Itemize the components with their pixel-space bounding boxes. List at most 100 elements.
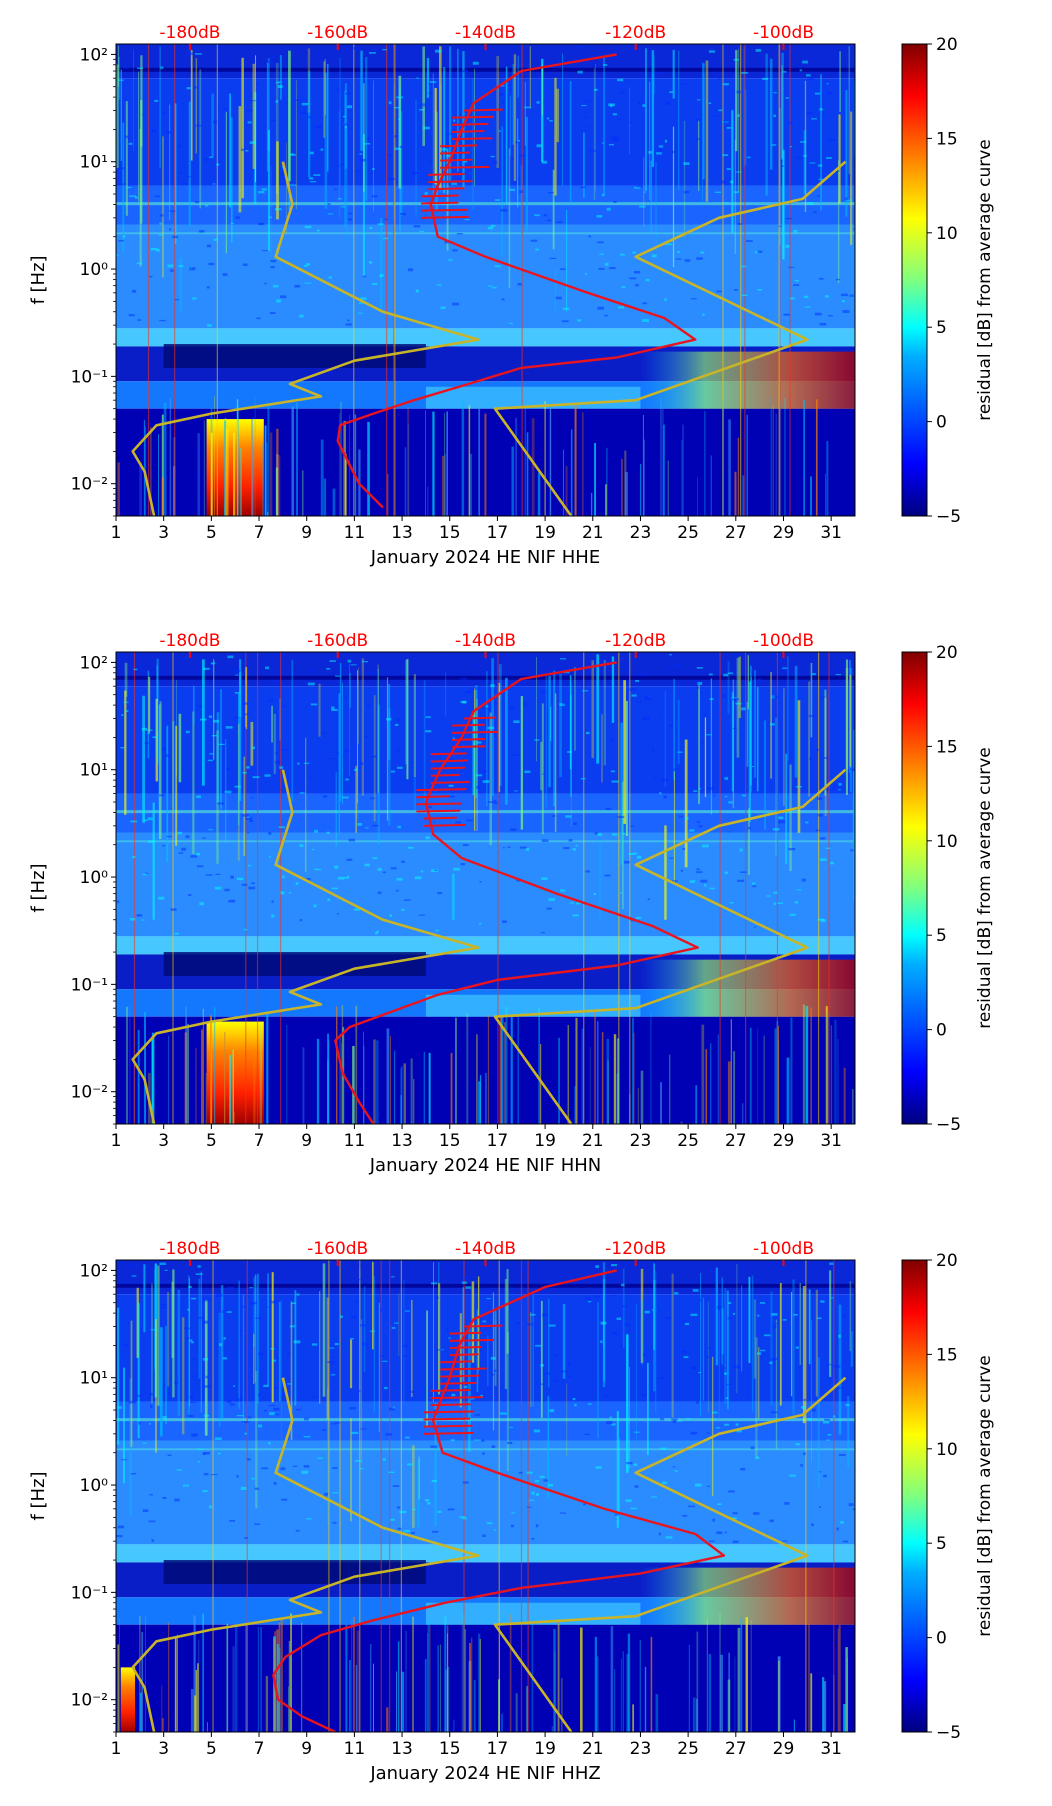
spectral-streak bbox=[156, 658, 159, 764]
noise-speckle bbox=[214, 1437, 222, 1441]
spectral-streak bbox=[700, 1273, 701, 1417]
noise-speckle bbox=[359, 297, 367, 300]
noise-speckle bbox=[215, 873, 221, 876]
noise-speckle bbox=[176, 1469, 183, 1471]
noise-speckle bbox=[509, 706, 515, 710]
noise-speckle bbox=[258, 1424, 263, 1428]
x-tick-label: 25 bbox=[677, 1739, 699, 1759]
noise-speckle bbox=[566, 1375, 572, 1377]
frequency-band bbox=[116, 936, 855, 955]
spectral-streak bbox=[159, 1327, 163, 1437]
noise-speckle bbox=[334, 1422, 341, 1424]
db-tick-label: -120dB bbox=[605, 631, 666, 651]
noise-speckle bbox=[455, 821, 461, 824]
noise-speckle bbox=[294, 99, 301, 101]
noise-speckle bbox=[673, 1292, 679, 1295]
noise-speckle bbox=[123, 67, 129, 70]
noise-speckle bbox=[183, 1327, 191, 1330]
spectral-streak bbox=[250, 721, 254, 766]
spectral-streak bbox=[295, 80, 297, 210]
noise-speckle bbox=[525, 848, 530, 851]
spectral-streak bbox=[769, 58, 773, 170]
noise-speckle bbox=[189, 1396, 194, 1399]
spectral-streak bbox=[335, 772, 337, 847]
spectral-streak bbox=[698, 685, 700, 805]
spectral-streak bbox=[126, 1006, 128, 1124]
noise-speckle bbox=[222, 1357, 228, 1360]
frequency-band bbox=[116, 1544, 855, 1563]
spectral-streak bbox=[267, 129, 270, 251]
noise-speckle bbox=[817, 195, 821, 197]
noise-speckle bbox=[463, 1385, 468, 1389]
noise-speckle bbox=[345, 323, 353, 326]
spectral-streak bbox=[124, 690, 127, 815]
spectral-streak bbox=[829, 1270, 832, 1377]
noise-speckle bbox=[229, 1403, 236, 1406]
noise-speckle bbox=[211, 735, 218, 737]
spectral-streak bbox=[145, 1616, 146, 1732]
noise-speckle bbox=[481, 1439, 485, 1442]
noise-speckle bbox=[485, 1290, 493, 1294]
noise-speckle bbox=[241, 883, 248, 886]
spectral-streak bbox=[843, 1704, 846, 1732]
noise-speckle bbox=[252, 776, 260, 779]
noise-speckle bbox=[604, 1394, 607, 1397]
spectral-streak bbox=[744, 89, 747, 166]
spectral-streak bbox=[655, 1694, 659, 1732]
frequency-band bbox=[116, 832, 855, 937]
x-tick-label: 3 bbox=[158, 523, 169, 543]
noise-speckle bbox=[589, 149, 596, 152]
noise-speckle bbox=[307, 682, 315, 686]
spectral-streak bbox=[290, 1301, 293, 1441]
noise-speckle bbox=[269, 216, 272, 219]
median-psd-curve bbox=[423, 1424, 473, 1428]
noise-speckle bbox=[561, 320, 569, 323]
noise-speckle bbox=[185, 730, 190, 734]
median-psd-curve bbox=[430, 752, 467, 756]
median-psd-curve bbox=[464, 108, 503, 112]
spectral-streak bbox=[478, 405, 481, 516]
noise-speckle bbox=[707, 1346, 711, 1349]
noise-speckle bbox=[181, 183, 188, 185]
noise-speckle bbox=[479, 1349, 483, 1352]
spectral-streak bbox=[123, 1367, 125, 1484]
noise-speckle bbox=[535, 1344, 542, 1347]
noise-speckle bbox=[702, 313, 705, 317]
noise-speckle bbox=[486, 1522, 493, 1525]
noise-speckle bbox=[815, 748, 819, 751]
noise-speckle bbox=[204, 1385, 212, 1388]
colorbar-label: residual [dB] from average curve bbox=[975, 747, 995, 1028]
spectral-streak bbox=[702, 1297, 705, 1401]
noise-speckle bbox=[708, 1270, 713, 1273]
spectral-streak bbox=[565, 466, 568, 516]
spectral-streak bbox=[663, 424, 665, 516]
noise-speckle bbox=[848, 1503, 854, 1507]
y-tick-label: 10⁻¹ bbox=[71, 367, 108, 387]
noise-speckle bbox=[275, 760, 281, 764]
y-tick-label: 10⁻¹ bbox=[71, 1583, 108, 1603]
noise-speckle bbox=[659, 792, 662, 795]
noise-speckle bbox=[431, 1282, 438, 1285]
noise-speckle bbox=[208, 262, 215, 266]
noise-speckle bbox=[568, 1361, 571, 1365]
noise-speckle bbox=[803, 295, 809, 299]
noise-speckle bbox=[827, 91, 832, 95]
noise-speckle bbox=[377, 891, 382, 895]
noise-speckle bbox=[354, 1460, 362, 1462]
noise-speckle bbox=[806, 74, 811, 77]
noise-speckle bbox=[795, 1346, 800, 1349]
noise-speckle bbox=[365, 827, 369, 829]
spectral-streak bbox=[817, 1357, 820, 1490]
spectral-streak bbox=[345, 1624, 348, 1732]
spectral-streak bbox=[553, 670, 556, 807]
noise-speckle bbox=[723, 202, 729, 204]
noise-speckle bbox=[210, 1474, 218, 1476]
spectral-streak bbox=[172, 1269, 175, 1398]
noise-speckle bbox=[344, 749, 349, 752]
noise-speckle bbox=[630, 825, 635, 827]
noise-speckle bbox=[835, 170, 840, 172]
noise-speckle bbox=[614, 1513, 620, 1516]
spectral-streak bbox=[559, 673, 562, 778]
noise-speckle bbox=[174, 1498, 180, 1502]
